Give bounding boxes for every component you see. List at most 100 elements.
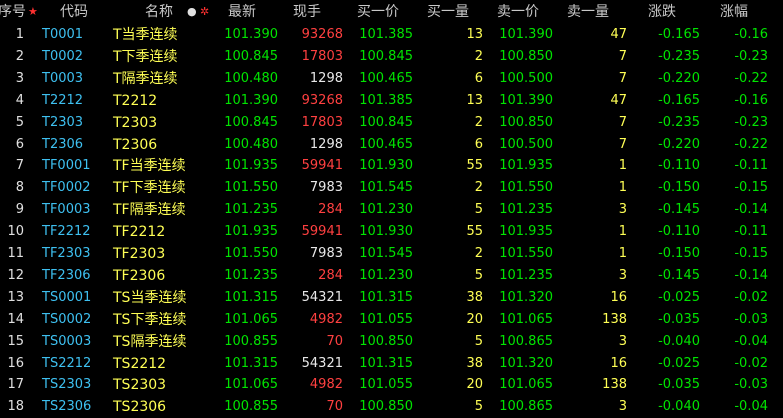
cell: -0.23 [734, 48, 768, 64]
cell: -0.03 [734, 311, 768, 327]
cell: 5 [474, 267, 483, 283]
cell: T2303 [113, 114, 158, 131]
cell: 100.845 [224, 48, 278, 64]
cell: -0.04 [734, 399, 768, 415]
cell: -0.150 [658, 246, 700, 261]
cell: TS0001 [42, 289, 92, 305]
cell: TF2303 [42, 246, 91, 261]
cell: -0.110 [658, 224, 700, 240]
cell: 1 [15, 27, 24, 42]
cell: 3 [618, 333, 627, 349]
cell: 18 [7, 399, 24, 415]
cell: -0.02 [734, 355, 768, 371]
cell: 101.545 [359, 180, 413, 196]
cell: -0.040 [658, 333, 700, 349]
cell: 17803 [301, 48, 343, 64]
cell: 7 [15, 158, 24, 174]
column-header[interactable]: 涨幅 [720, 4, 748, 20]
cell: -0.11 [734, 224, 768, 240]
cell: 11 [7, 246, 24, 261]
cell: 3 [618, 267, 627, 283]
cell: TS2303 [42, 377, 92, 393]
cell: 101.550 [224, 180, 278, 196]
cell: 5 [15, 114, 24, 130]
cell: 100.850 [499, 114, 553, 130]
cell: -0.02 [734, 289, 768, 305]
cell: -0.14 [734, 202, 768, 218]
cell: 3 [618, 399, 627, 415]
cell: 100.865 [499, 399, 553, 415]
cell: -0.14 [734, 267, 768, 283]
cell: T下季连续 [113, 48, 178, 65]
cell: 100.845 [359, 114, 413, 130]
cell: TS0003 [42, 333, 92, 349]
cell: 15 [7, 333, 24, 349]
cell: 20 [466, 311, 483, 327]
cell: 55 [466, 158, 483, 174]
cell: TS隔季连续 [113, 333, 187, 350]
settings-icon[interactable]: ✲ [200, 5, 210, 18]
cell: 101.390 [499, 92, 553, 108]
cell: 101.390 [224, 92, 278, 108]
cell: 101.935 [224, 224, 278, 240]
cell: 5 [474, 202, 483, 218]
cell: 101.545 [359, 246, 413, 261]
cell: 7983 [309, 180, 343, 196]
cell: 100.845 [359, 48, 413, 64]
cell: 101.055 [359, 377, 413, 393]
cell: 1 [618, 224, 627, 240]
cell: 1298 [309, 136, 343, 152]
cell: -0.235 [658, 48, 700, 64]
cell: 138 [602, 377, 627, 393]
cell: T2306 [113, 136, 158, 153]
cell: 138 [602, 311, 627, 327]
cell: TF2212 [42, 224, 91, 240]
cell: 54321 [301, 289, 343, 305]
column-header[interactable]: 序号 [0, 4, 26, 20]
cell: 5 [474, 399, 483, 415]
cell: 13 [7, 289, 24, 305]
cell: T0002 [42, 48, 84, 64]
cell: 1 [618, 180, 627, 196]
cell: T0003 [42, 70, 84, 86]
cell: 100.865 [499, 333, 553, 349]
column-header[interactable]: 卖一量 [567, 4, 609, 20]
cell: TF0001 [42, 158, 91, 174]
cell: -0.035 [658, 311, 700, 327]
cell: 59941 [301, 158, 343, 174]
cell: 101.065 [224, 311, 278, 327]
cell: 2 [474, 114, 483, 130]
column-header[interactable]: 涨跌 [648, 4, 676, 20]
cell: 8 [15, 180, 24, 196]
column-header[interactable]: 卖一价 [497, 4, 539, 20]
cell: 2 [15, 48, 24, 64]
cell: T2306 [42, 136, 84, 152]
cell: 101.315 [224, 289, 278, 305]
cell: -0.23 [734, 114, 768, 130]
cell: -0.150 [658, 180, 700, 196]
cell: 38 [466, 355, 483, 371]
cell: 101.315 [359, 355, 413, 371]
column-header[interactable]: 买一价 [357, 4, 399, 20]
dot-icon: ● [187, 5, 197, 18]
cell: 1298 [309, 70, 343, 86]
cell: 55 [466, 224, 483, 240]
cell: -0.145 [658, 202, 700, 218]
column-header[interactable]: 代码 [60, 4, 88, 20]
column-header[interactable]: 名称 [145, 4, 173, 20]
cell: 6 [474, 70, 483, 86]
cell: -0.220 [658, 70, 700, 86]
cell: T0001 [42, 27, 84, 42]
cell: 284 [318, 202, 343, 218]
column-header[interactable]: 最新 [228, 4, 256, 20]
cell: 101.055 [359, 311, 413, 327]
cell: 100.855 [224, 333, 278, 349]
cell: 101.235 [224, 202, 278, 218]
cell: T2303 [42, 114, 84, 130]
cell: 70 [326, 333, 343, 349]
column-header[interactable]: 现手 [293, 4, 321, 20]
cell: 7 [618, 48, 627, 64]
cell: TS2306 [42, 399, 92, 415]
cell: 9 [15, 202, 24, 218]
column-header[interactable]: 买一量 [427, 4, 469, 20]
